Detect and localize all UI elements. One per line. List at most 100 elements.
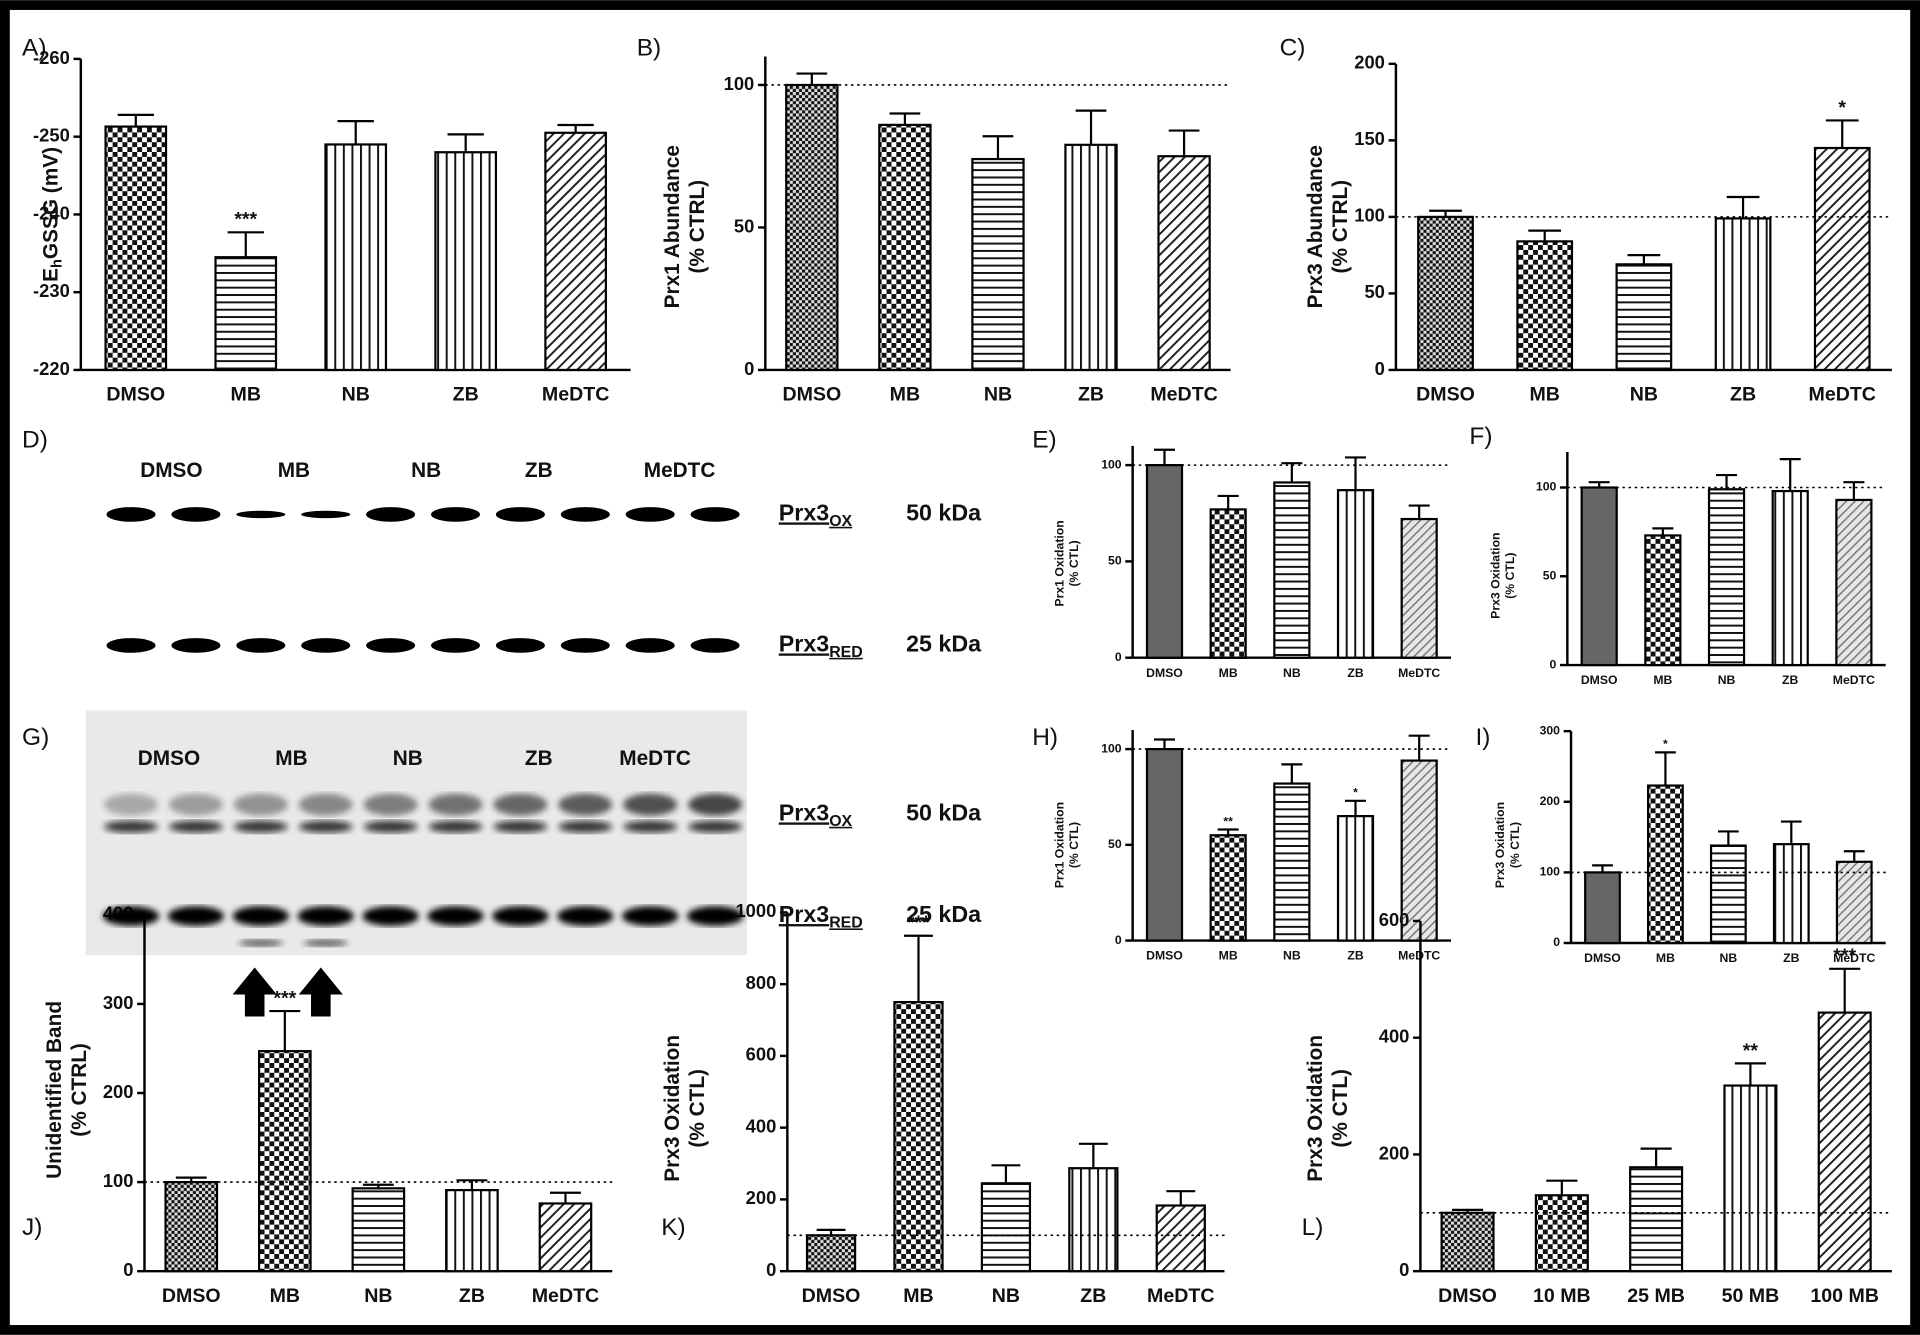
lane-label: MB xyxy=(278,459,310,482)
y-axis-label: Prx3 Abundance (% CTRL) xyxy=(1304,145,1352,308)
band xyxy=(363,820,418,833)
significance-label: ** xyxy=(1223,814,1233,828)
band-name: Prx3 xyxy=(779,901,829,927)
bar xyxy=(1400,517,1438,659)
bar xyxy=(1723,1084,1778,1273)
y-axis-label-line: (% CTL) xyxy=(1067,540,1081,586)
band xyxy=(625,507,675,522)
band xyxy=(297,906,354,926)
y-tick-label: 0 xyxy=(744,358,754,379)
bar xyxy=(1644,534,1682,667)
band xyxy=(558,820,613,833)
bar xyxy=(1707,488,1746,667)
band xyxy=(688,793,743,816)
panel-label: J) xyxy=(22,1214,42,1241)
y-axis-label: Prx3 Oxidation(% CTL) xyxy=(1304,1035,1352,1182)
significance-label: *** xyxy=(273,987,296,1009)
band-name: Prx3 xyxy=(779,631,829,657)
arrow xyxy=(232,967,277,1017)
x-tick-label: DMSO xyxy=(1146,666,1183,680)
band xyxy=(104,793,158,816)
x-tick-label: ZB xyxy=(1080,1285,1106,1307)
band xyxy=(298,820,353,833)
x-tick-label: DMSO xyxy=(1146,949,1183,963)
panel-label: C) xyxy=(1280,35,1306,62)
band xyxy=(428,820,483,833)
x-tick-label: DMSO xyxy=(1416,384,1475,406)
x-tick-label: 10 MB xyxy=(1533,1285,1591,1307)
y-tick-label: 50 xyxy=(1108,554,1122,568)
significance-label: * xyxy=(1663,737,1668,751)
x-tick-label: NB xyxy=(992,1285,1020,1307)
bar xyxy=(1835,860,1873,945)
y-axis-label-line: Prx1 Oxidation xyxy=(1053,802,1067,888)
lane-label: MeDTC xyxy=(619,747,691,770)
y-axis-label: Prx1 Oxidation(% CTL) xyxy=(1053,802,1082,888)
panel-label: E) xyxy=(1032,426,1056,453)
y-tick-label: -250 xyxy=(33,125,70,146)
y-tick-label: 400 xyxy=(1379,1026,1410,1047)
y-tick-label: 0 xyxy=(123,1259,133,1280)
band xyxy=(623,793,678,816)
x-tick-label: MeDTC xyxy=(1150,384,1217,406)
band xyxy=(236,638,286,653)
band xyxy=(427,906,484,926)
band-label: Prx3RED xyxy=(779,631,863,661)
x-tick-label: NB xyxy=(1630,384,1658,406)
band-name: Prx3 xyxy=(779,500,829,526)
panel-label: F) xyxy=(1469,423,1492,450)
bar xyxy=(1273,782,1311,942)
x-tick-label: MeDTC xyxy=(532,1285,599,1307)
band xyxy=(167,906,225,926)
band-sub: RED xyxy=(829,915,863,932)
y-axis-label-line: Prx3 Oxidation xyxy=(661,1035,684,1182)
x-tick-label: MB xyxy=(890,384,920,406)
x-tick-label: MB xyxy=(1219,949,1238,963)
y-tick-label: 100 xyxy=(1354,205,1385,226)
band xyxy=(233,793,288,816)
y-axis-label-part: GSSG (mV) xyxy=(39,147,62,259)
band xyxy=(238,939,283,947)
significance-label: *** xyxy=(1833,945,1856,967)
y-tick-label: 0 xyxy=(1375,358,1385,379)
band xyxy=(625,638,675,653)
y-tick-label: 300 xyxy=(103,992,134,1013)
band xyxy=(493,820,548,833)
y-tick-label: 0 xyxy=(1399,1259,1409,1280)
x-tick-label: 50 MB xyxy=(1722,1285,1780,1307)
band xyxy=(168,820,223,833)
bar xyxy=(1534,1194,1589,1273)
bar xyxy=(1273,481,1311,659)
bar xyxy=(971,157,1025,372)
bar xyxy=(544,131,607,372)
y-axis-label: Prx1 Oxidation(% CTL) xyxy=(1053,520,1082,606)
lane-label: DMSO xyxy=(138,747,200,770)
y-axis-label: Prx3 Oxidation(% CTL) xyxy=(1489,532,1518,618)
x-tick-label: DMSO xyxy=(1438,1285,1497,1307)
y-tick-label: -260 xyxy=(33,47,70,68)
x-tick-label: NB xyxy=(1720,951,1738,965)
panel-label: B) xyxy=(637,35,661,62)
band xyxy=(495,638,545,653)
bar xyxy=(538,1202,593,1273)
x-tick-label: NB xyxy=(342,384,370,406)
y-tick-label: -220 xyxy=(33,358,70,379)
band xyxy=(686,906,744,926)
bar xyxy=(1709,844,1747,945)
panel-label: A) xyxy=(22,35,46,62)
bar xyxy=(805,1234,857,1273)
band xyxy=(558,793,613,816)
band xyxy=(560,507,610,522)
y-tick-label: 800 xyxy=(746,972,777,993)
x-tick-label: DMSO xyxy=(1581,673,1618,687)
bar xyxy=(1155,1204,1206,1273)
x-tick-label: NB xyxy=(1283,666,1301,680)
band xyxy=(431,507,480,522)
y-tick-label: 200 xyxy=(746,1187,777,1208)
y-axis-label-line: Prx3 Abundance xyxy=(1304,145,1327,308)
panel-label: K) xyxy=(661,1214,685,1241)
x-tick-label: ZB xyxy=(1730,384,1756,406)
y-tick-label: 100 xyxy=(103,1170,134,1191)
